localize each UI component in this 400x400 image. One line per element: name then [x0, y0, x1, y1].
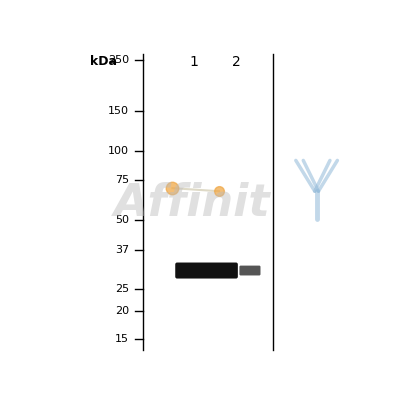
Text: 250: 250 [108, 55, 129, 65]
Text: 1: 1 [190, 55, 198, 69]
Text: 100: 100 [108, 146, 129, 156]
Text: Affinit: Affinit [114, 182, 271, 225]
FancyBboxPatch shape [175, 262, 238, 278]
Text: 20: 20 [115, 306, 129, 316]
Text: 2: 2 [232, 55, 240, 69]
Text: 75: 75 [115, 174, 129, 184]
Text: 15: 15 [115, 334, 129, 344]
Text: 150: 150 [108, 106, 129, 116]
Text: 37: 37 [115, 245, 129, 255]
FancyBboxPatch shape [240, 266, 260, 276]
Text: 50: 50 [115, 215, 129, 225]
Text: 25: 25 [115, 284, 129, 294]
Text: kDa: kDa [90, 55, 117, 68]
